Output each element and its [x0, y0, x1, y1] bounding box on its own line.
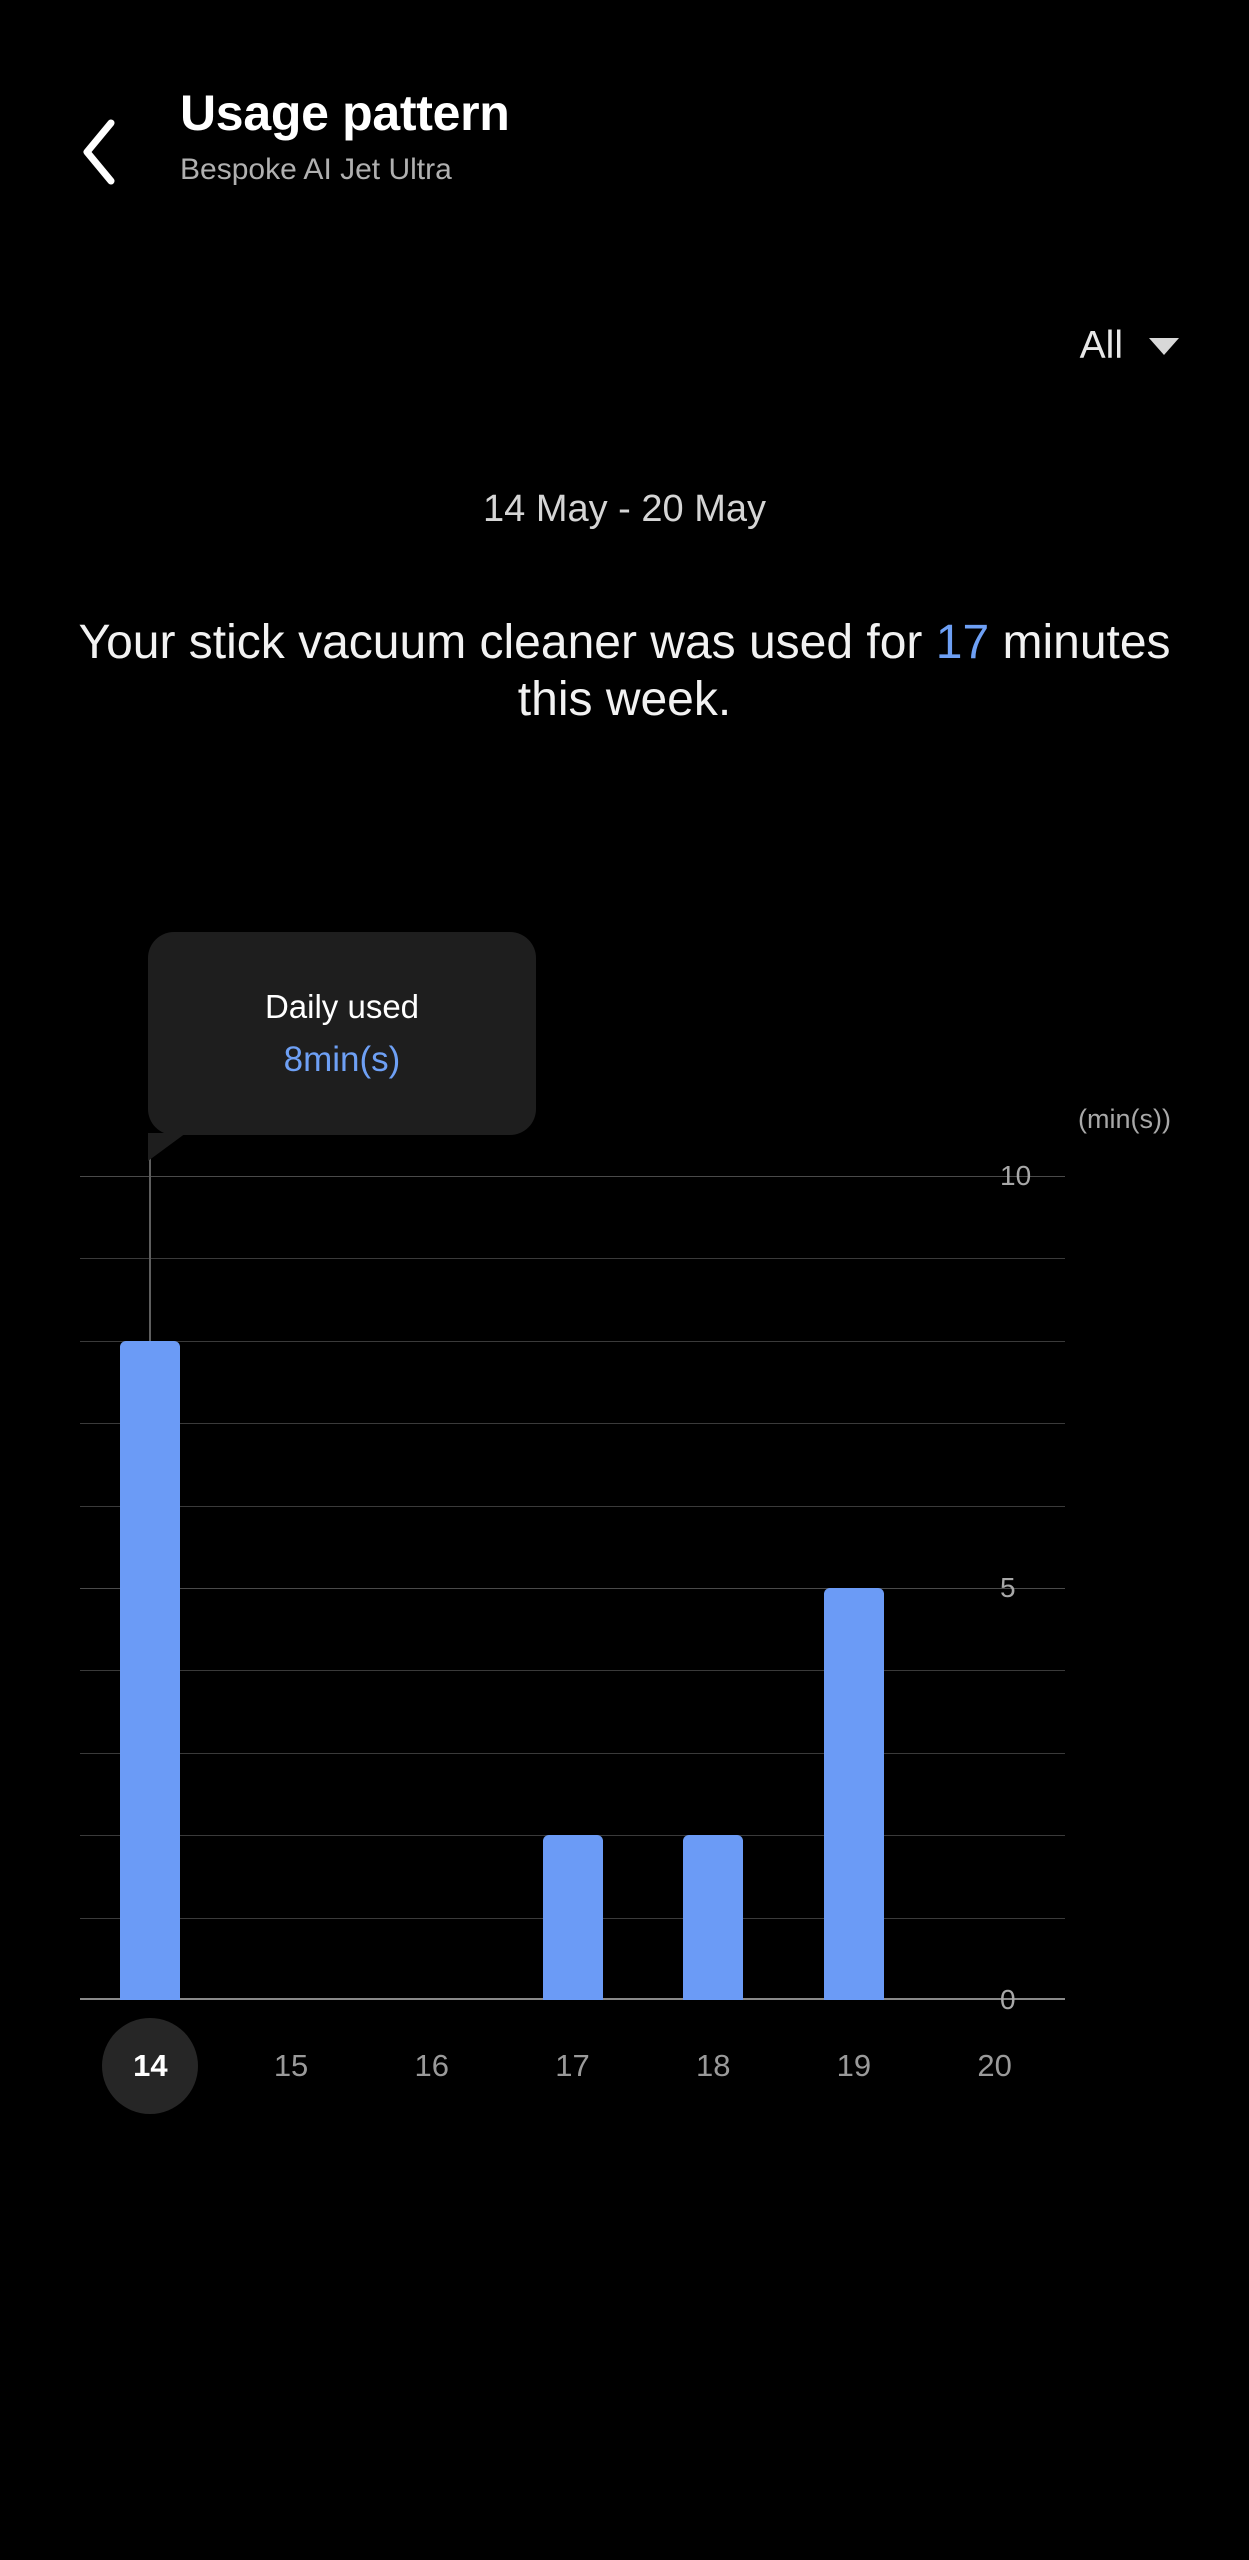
summary-text-part1: Your stick vacuum cleaner was used for [78, 616, 936, 669]
gridline [80, 1423, 1065, 1425]
chevron-left-icon [77, 117, 123, 187]
chart-tooltip: Daily used 8min(s) [148, 932, 536, 1161]
gridline [80, 1917, 1065, 1919]
x-axis-day-18[interactable]: 18 [695, 2048, 731, 2083]
chart-bar[interactable] [823, 1588, 884, 2000]
chart-bar[interactable] [120, 1340, 181, 2000]
gridline [80, 1835, 1065, 1837]
summary-text-part2: minutes this week. [517, 616, 1171, 726]
page-header: Usage pattern Bespoke AI Jet Ultra [0, 0, 1249, 240]
x-axis-day-14[interactable]: 14 [102, 2018, 199, 2114]
page-title: Usage pattern [180, 85, 510, 141]
filter-selected-value: All [1079, 324, 1123, 367]
gridline [80, 1176, 1065, 1177]
gridline [80, 1670, 1065, 1672]
summary-total-minutes: 17 [935, 616, 990, 669]
tooltip-value: 8min(s) [283, 1039, 401, 1079]
y-axis-tick-label: 10 [1000, 1160, 1032, 1191]
gridline [80, 1752, 1065, 1754]
chart-bar[interactable] [542, 1835, 603, 2000]
y-axis-tick-label: 0 [1000, 1984, 1016, 2015]
back-button[interactable] [60, 112, 140, 192]
filter-dropdown[interactable]: All [1070, 318, 1189, 374]
gridline [80, 1258, 1065, 1260]
y-axis-unit-label: (min(s)) [1078, 1104, 1171, 1134]
y-axis-tick-label: 5 [1000, 1572, 1016, 1603]
gridline [80, 1340, 1065, 1342]
x-axis-day-20[interactable]: 20 [977, 2048, 1012, 2083]
chart-bar[interactable] [683, 1835, 744, 2000]
date-range-label: 14 May - 20 May [483, 488, 766, 530]
x-axis-day-15[interactable]: 15 [273, 2048, 309, 2083]
x-axis-line [80, 1998, 1065, 2000]
device-name: Bespoke AI Jet Ultra [180, 153, 452, 186]
title-block: Usage pattern Bespoke AI Jet Ultra [180, 85, 510, 186]
tooltip-title: Daily used [264, 987, 420, 1025]
x-axis-day-17[interactable]: 17 [555, 2048, 590, 2083]
chart-plot-area [80, 1135, 1065, 2000]
x-axis-day-19[interactable]: 19 [836, 2048, 872, 2083]
x-axis-labels: 14 15 16 17 18 19 20 [80, 2018, 1065, 2128]
gridline [80, 1588, 1065, 1589]
usage-summary: Your stick vacuum cleaner was used for 1… [70, 615, 1179, 728]
chevron-down-icon [1149, 337, 1179, 355]
tooltip-connector-line [149, 1135, 152, 1341]
tooltip-tail [148, 1133, 186, 1161]
gridline [80, 1505, 1065, 1507]
x-axis-day-16[interactable]: 16 [414, 2048, 450, 2083]
